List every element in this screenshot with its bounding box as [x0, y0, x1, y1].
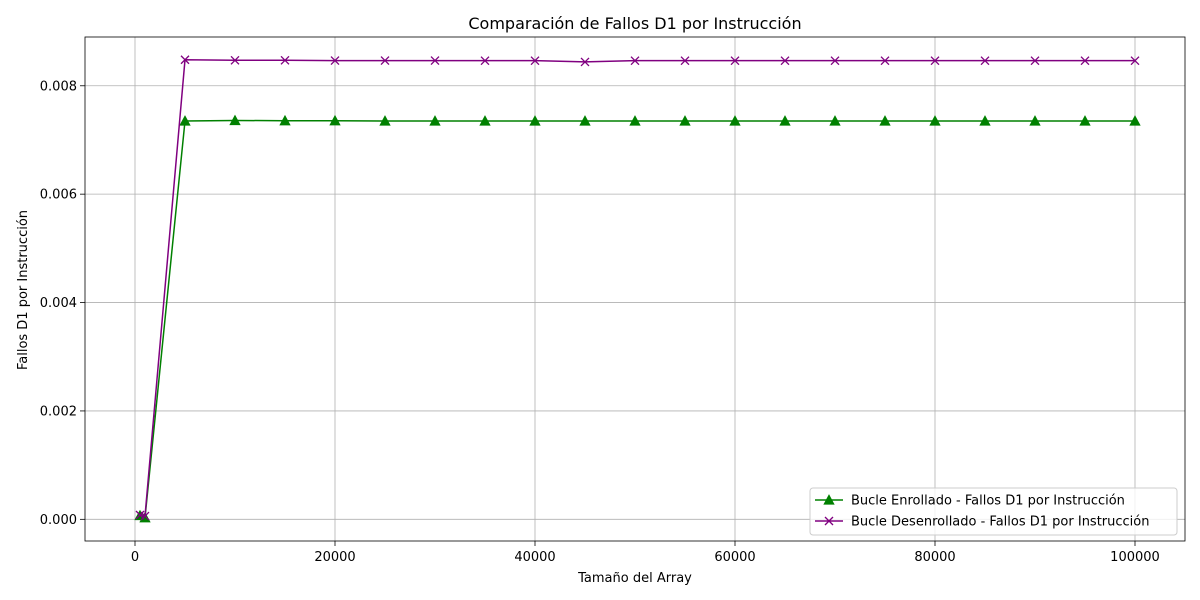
data-point [1030, 56, 1040, 66]
y-axis-label: Fallos D1 por Instrucción [16, 210, 31, 370]
data-point [1129, 115, 1141, 126]
data-point [729, 115, 741, 126]
legend-label: Bucle Desenrollado - Fallos D1 por Instr… [851, 515, 1150, 530]
plot-area [134, 55, 1141, 523]
data-point [380, 56, 390, 66]
series-line [139, 59, 1135, 517]
data-point [230, 55, 240, 65]
y-tick-label: 0.002 [40, 404, 77, 419]
data-point [480, 56, 490, 66]
data-point [829, 115, 841, 126]
data-point [680, 56, 690, 66]
x-tick-label: 80000 [914, 550, 955, 565]
x-tick-label: 20000 [314, 550, 355, 565]
y-tick-label: 0.000 [40, 513, 77, 528]
data-point [980, 56, 990, 66]
y-ticks: 0.000 0.002 0.004 0.006 0.008 [40, 79, 85, 528]
legend-marker [823, 494, 835, 505]
data-point [979, 115, 991, 126]
legend-entry: Bucle Desenrollado - Fallos D1 por Instr… [815, 515, 1150, 530]
x-tick-label: 0 [131, 550, 139, 565]
legend-marker [824, 516, 834, 526]
data-point [180, 55, 190, 65]
legend-box [809, 487, 1178, 536]
axes-frame [84, 36, 1186, 542]
x-tick-label: 40000 [514, 550, 555, 565]
data-point [930, 56, 940, 66]
data-point [179, 115, 191, 126]
data-point [880, 56, 890, 66]
legend-entry: Bucle Enrollado - Fallos D1 por Instrucc… [815, 494, 1125, 509]
axes [84, 36, 1186, 542]
data-point [430, 56, 440, 66]
data-point [140, 511, 150, 521]
data-point [1080, 56, 1090, 66]
data-point [830, 56, 840, 66]
legend-label: Bucle Enrollado - Fallos D1 por Instrucc… [851, 494, 1125, 509]
data-point [279, 114, 291, 126]
y-tick-label: 0.006 [40, 188, 77, 203]
data-point [329, 114, 341, 126]
series-2 [135, 55, 1140, 521]
data-point [280, 55, 290, 65]
data-point [780, 56, 790, 66]
data-point [1079, 115, 1091, 126]
data-point [529, 115, 541, 126]
data-point [229, 114, 241, 126]
data-point [879, 115, 891, 126]
data-point [679, 115, 691, 126]
data-point [530, 56, 540, 66]
data-point [730, 56, 740, 66]
data-point [580, 57, 590, 67]
data-point [330, 56, 340, 66]
y-tick-label: 0.008 [40, 79, 77, 94]
legend: Bucle Enrollado - Fallos D1 por Instrucc… [809, 487, 1178, 536]
data-point [630, 56, 640, 66]
x-axis-label: Tamaño del Array [577, 571, 692, 586]
data-point [479, 115, 491, 126]
data-point [779, 115, 791, 126]
x-tick-label: 60000 [714, 550, 755, 565]
y-tick-label: 0.004 [40, 296, 77, 311]
series-line [139, 119, 1135, 519]
data-point [379, 115, 391, 126]
x-tick-label: 100000 [1110, 550, 1160, 565]
data-point [929, 115, 941, 126]
data-point [629, 115, 641, 126]
data-point [1029, 115, 1041, 126]
data-point [579, 115, 591, 126]
x-ticks: 0 20000 40000 60000 80000 100000 [131, 541, 1160, 565]
data-point [1130, 56, 1140, 66]
chart-title: Comparación de Fallos D1 por Instrucción [468, 14, 801, 33]
data-point [429, 115, 441, 126]
